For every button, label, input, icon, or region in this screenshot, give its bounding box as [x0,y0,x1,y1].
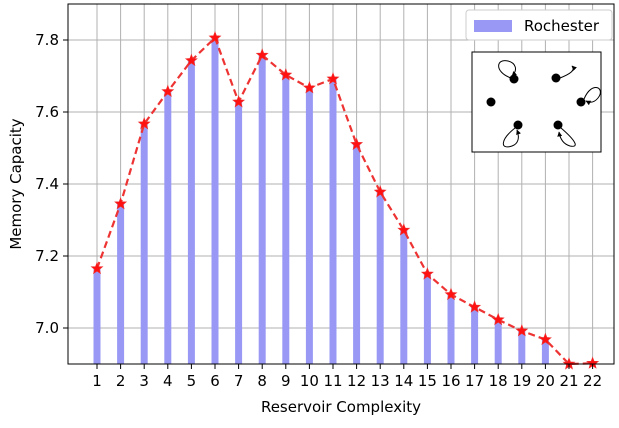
inset-node [553,120,563,130]
bar [471,307,479,364]
bar [117,203,125,364]
inset-node [551,73,561,83]
bar [423,274,431,364]
bar [235,101,243,365]
bars-group [93,37,597,365]
bar [140,123,148,364]
point-marker [350,137,364,150]
series-line [95,35,593,366]
x-tick-label: 1 [92,372,102,390]
point-marker [515,324,529,337]
point-marker [90,261,104,275]
y-tick-label: 7.6 [35,103,59,121]
bar [164,91,172,364]
inset-node [509,74,519,84]
legend-label-rochester: Rochester [524,17,600,35]
point-marker [114,196,128,210]
point-marker [255,48,269,61]
point-marker [468,300,482,313]
x-axis-label: Reservoir Complexity [261,398,421,416]
inset-node [513,120,523,130]
bar [447,294,455,364]
bar [353,144,361,364]
markers-group [90,30,600,370]
y-axis-ticks: 7.0 7.2 7.4 7.6 7.8 [35,31,68,337]
point-marker [373,185,387,198]
x-tick-label: 8 [257,372,267,390]
point-marker [491,312,505,326]
x-tick-label: 12 [347,372,366,390]
x-tick-label: 11 [323,372,342,390]
x-tick-label: 6 [210,372,220,390]
point-marker [326,72,340,85]
x-tick-label: 5 [187,372,197,390]
y-tick-label: 7.0 [35,319,59,337]
x-axis-ticks: 1 2 3 4 5 6 7 8 9 10 11 12 13 14 15 16 17 18 19 20 21 22 [92,364,602,390]
inset-loop [583,87,601,106]
x-tick-label: 22 [583,372,602,390]
point-marker [208,30,222,44]
y-axis-label: Memory Capacity [7,118,25,249]
legend-frame [465,9,613,41]
reservoir-graph-inset [471,51,602,153]
x-tick-label: 9 [281,372,291,390]
y-tick-label: 7.4 [35,175,59,193]
bar [305,87,313,364]
point-marker [538,332,552,346]
inset-loop [557,127,576,147]
bar [93,268,101,364]
point-marker [397,223,411,236]
x-tick-label: 16 [441,372,460,390]
x-tick-label: 15 [418,372,437,390]
x-tick-label: 21 [559,372,578,390]
inset-loop [559,65,577,79]
x-tick-label: 13 [371,372,390,390]
bar [518,330,526,364]
point-marker [420,267,434,280]
point-marker [137,117,151,130]
legend-swatch-rochester [474,20,512,32]
x-tick-label: 18 [489,372,508,390]
bar [541,339,549,364]
point-marker [184,53,198,67]
x-tick-label: 2 [116,372,126,390]
x-tick-label: 3 [139,372,149,390]
bar [258,55,266,365]
bar [282,74,290,365]
bar [329,78,337,364]
y-tick-label: 7.2 [35,247,59,265]
x-tick-label: 7 [234,372,244,390]
point-marker [232,95,246,108]
bar [400,230,408,364]
x-tick-label: 10 [300,372,319,390]
point-marker [279,68,293,81]
bar [211,37,219,365]
x-tick-label: 19 [512,372,531,390]
bar [494,319,502,364]
legend: Rochester [465,9,613,41]
y-tick-label: 7.8 [35,31,59,49]
bar [376,191,384,364]
x-tick-label: 17 [465,372,484,390]
inset-loop [502,127,521,148]
point-marker [161,84,175,97]
bar [187,60,195,365]
x-tick-label: 20 [536,372,555,390]
point-marker [444,287,458,301]
line-group [95,35,593,366]
point-marker [302,81,316,94]
x-tick-label: 14 [394,372,413,390]
inset-node [486,97,496,107]
inset-loop [498,60,517,79]
x-tick-label: 4 [163,372,173,390]
inset-node [576,97,586,107]
